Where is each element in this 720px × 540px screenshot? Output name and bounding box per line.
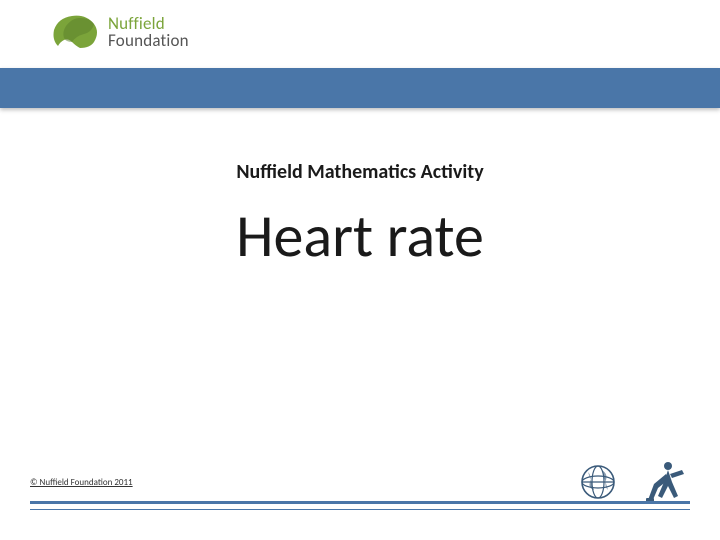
slide-subtitle: Nuffield Mathematics Activity bbox=[0, 160, 720, 184]
logo-text: Nuffield Foundation bbox=[108, 15, 189, 49]
slide-title: Heart rate bbox=[0, 200, 720, 273]
slide: Nuffield Foundation Nuffield Mathematics… bbox=[0, 0, 720, 540]
footer-rule-thin bbox=[30, 509, 690, 510]
logo: Nuffield Foundation bbox=[50, 10, 189, 54]
logo-mark-icon bbox=[50, 10, 102, 54]
footer-graphic-icon bbox=[580, 452, 700, 508]
copyright-text: © Nuffield Foundation 2011 bbox=[30, 477, 133, 488]
logo-name-line2: Foundation bbox=[108, 32, 189, 49]
footer-rule-thick bbox=[30, 501, 690, 504]
header-band bbox=[0, 68, 720, 108]
